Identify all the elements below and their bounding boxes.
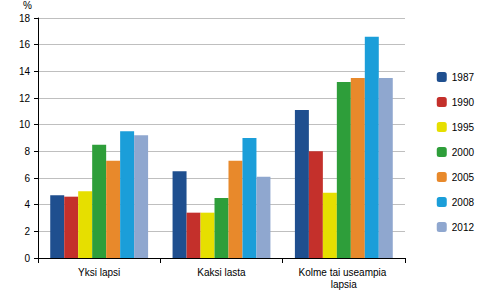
svg-text:1987: 1987 xyxy=(452,72,475,83)
svg-text:16: 16 xyxy=(19,39,31,50)
svg-text:4: 4 xyxy=(24,199,30,210)
svg-text:2012: 2012 xyxy=(452,222,475,233)
svg-text:2000: 2000 xyxy=(452,147,475,158)
svg-text:10: 10 xyxy=(19,119,31,130)
svg-text:Kolme tai useampia: Kolme tai useampia xyxy=(299,267,390,278)
svg-text:2005: 2005 xyxy=(452,172,475,183)
svg-text:18: 18 xyxy=(19,13,31,24)
svg-text:2: 2 xyxy=(24,226,30,237)
svg-text:%: % xyxy=(23,0,32,11)
svg-text:1990: 1990 xyxy=(452,97,475,108)
svg-text:Kaksi lasta: Kaksi lasta xyxy=(197,267,246,278)
svg-text:lapsia: lapsia xyxy=(331,279,358,290)
svg-text:0: 0 xyxy=(24,253,30,264)
svg-text:1995: 1995 xyxy=(452,122,475,133)
svg-text:8: 8 xyxy=(24,146,30,157)
svg-text:6: 6 xyxy=(24,173,30,184)
svg-text:Yksi lapsi: Yksi lapsi xyxy=(78,267,120,278)
svg-text:12: 12 xyxy=(19,93,31,104)
svg-text:2008: 2008 xyxy=(452,197,475,208)
svg-text:14: 14 xyxy=(19,66,31,77)
